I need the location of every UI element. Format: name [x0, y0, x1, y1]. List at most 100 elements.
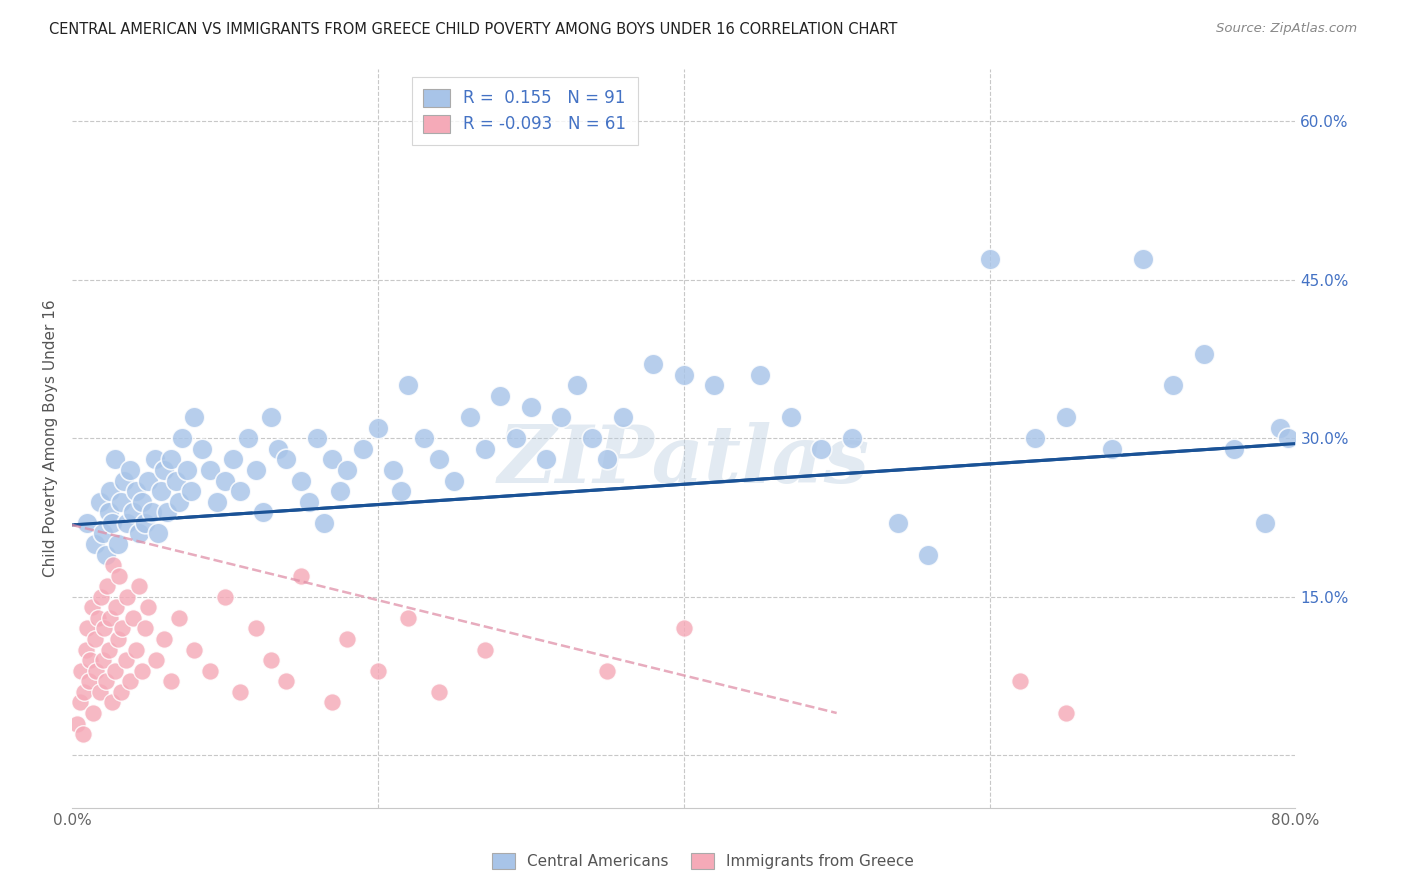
- Point: [128, 579, 150, 593]
- Point: [520, 400, 543, 414]
- Point: [73, 685, 96, 699]
- Point: [489, 389, 512, 403]
- Point: [1277, 431, 1299, 445]
- Point: [221, 452, 243, 467]
- Point: [138, 474, 160, 488]
- Point: [141, 505, 163, 519]
- Point: [128, 526, 150, 541]
- Point: [1024, 431, 1046, 445]
- Point: [979, 252, 1001, 266]
- Point: [98, 611, 121, 625]
- Point: [1254, 516, 1277, 530]
- Point: [77, 674, 100, 689]
- Point: [1054, 410, 1077, 425]
- Point: [314, 516, 336, 530]
- Point: [134, 622, 156, 636]
- Point: [703, 378, 725, 392]
- Point: [550, 410, 572, 425]
- Point: [214, 590, 236, 604]
- Point: [474, 442, 496, 456]
- Point: [87, 611, 110, 625]
- Point: [229, 484, 252, 499]
- Point: [596, 664, 619, 678]
- Point: [252, 505, 274, 519]
- Point: [152, 632, 174, 646]
- Point: [474, 642, 496, 657]
- Text: Source: ZipAtlas.com: Source: ZipAtlas.com: [1216, 22, 1357, 36]
- Text: ZIPatlas: ZIPatlas: [498, 422, 870, 500]
- Point: [207, 494, 229, 508]
- Point: [198, 463, 221, 477]
- Point: [298, 494, 321, 508]
- Point: [134, 516, 156, 530]
- Point: [103, 558, 125, 572]
- Point: [810, 442, 832, 456]
- Point: [1161, 378, 1184, 392]
- Point: [97, 505, 120, 519]
- Text: CENTRAL AMERICAN VS IMMIGRANTS FROM GREECE CHILD POVERTY AMONG BOYS UNDER 16 COR: CENTRAL AMERICAN VS IMMIGRANTS FROM GREE…: [49, 22, 897, 37]
- Point: [115, 590, 138, 604]
- Point: [72, 727, 94, 741]
- Point: [1223, 442, 1246, 456]
- Point: [191, 442, 214, 456]
- Point: [86, 664, 108, 678]
- Point: [138, 600, 160, 615]
- Point: [260, 410, 283, 425]
- Point: [245, 463, 267, 477]
- Point: [1132, 252, 1154, 266]
- Point: [97, 642, 120, 657]
- Point: [111, 622, 134, 636]
- Point: [94, 674, 117, 689]
- Point: [149, 484, 172, 499]
- Point: [841, 431, 863, 445]
- Point: [672, 622, 695, 636]
- Point: [565, 378, 588, 392]
- Point: [104, 664, 127, 678]
- Point: [96, 579, 118, 593]
- Point: [84, 632, 107, 646]
- Point: [110, 494, 132, 508]
- Point: [305, 431, 328, 445]
- Point: [122, 505, 145, 519]
- Point: [112, 474, 135, 488]
- Point: [643, 357, 665, 371]
- Point: [398, 378, 420, 392]
- Point: [165, 474, 187, 488]
- Point: [84, 537, 107, 551]
- Point: [274, 674, 297, 689]
- Point: [131, 664, 153, 678]
- Point: [76, 516, 98, 530]
- Point: [107, 537, 129, 551]
- Point: [236, 431, 259, 445]
- Point: [172, 431, 194, 445]
- Point: [389, 484, 412, 499]
- Point: [596, 452, 619, 467]
- Point: [65, 716, 87, 731]
- Point: [107, 632, 129, 646]
- Point: [1270, 421, 1292, 435]
- Point: [443, 474, 465, 488]
- Point: [122, 611, 145, 625]
- Point: [131, 494, 153, 508]
- Point: [321, 695, 343, 709]
- Point: [89, 494, 111, 508]
- Point: [329, 484, 352, 499]
- Point: [1054, 706, 1077, 720]
- Point: [581, 431, 603, 445]
- Point: [105, 600, 128, 615]
- Point: [80, 600, 103, 615]
- Point: [183, 642, 205, 657]
- Point: [104, 452, 127, 467]
- Point: [779, 410, 801, 425]
- Point: [176, 463, 198, 477]
- Point: [94, 548, 117, 562]
- Point: [505, 431, 527, 445]
- Legend: R =  0.155   N = 91, R = -0.093   N = 61: R = 0.155 N = 91, R = -0.093 N = 61: [412, 77, 638, 145]
- Point: [160, 674, 183, 689]
- Point: [427, 452, 450, 467]
- Point: [146, 526, 169, 541]
- Point: [70, 664, 93, 678]
- Point: [367, 421, 389, 435]
- Point: [93, 622, 115, 636]
- Point: [120, 463, 142, 477]
